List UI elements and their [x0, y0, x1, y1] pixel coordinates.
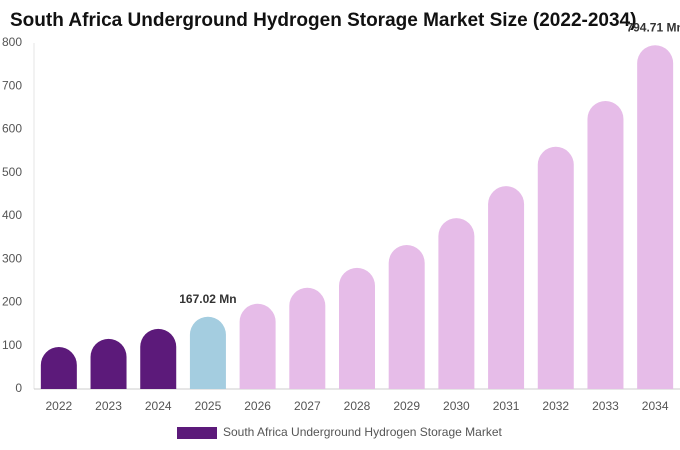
y-tick-label: 500 [2, 165, 22, 179]
bar [189, 316, 226, 389]
bar [289, 287, 326, 389]
legend-swatch [177, 427, 217, 439]
y-tick-label: 400 [2, 208, 22, 222]
y-tick-label: 300 [2, 251, 22, 265]
x-tick-label: 2029 [393, 399, 420, 413]
bar [40, 347, 77, 389]
bar [537, 146, 574, 389]
y-tick-label: 100 [2, 338, 22, 352]
bar [140, 328, 177, 389]
y-tick-label: 700 [2, 78, 22, 92]
data-label: 167.02 Mn [179, 292, 236, 306]
bar [388, 244, 425, 389]
x-tick-label: 2026 [244, 399, 271, 413]
bar [587, 100, 624, 389]
y-tick-label: 200 [2, 295, 22, 309]
bar [438, 218, 475, 389]
data-label: 794.71 Mn [626, 20, 680, 34]
y-tick-label: 800 [2, 35, 22, 49]
chart-title: South Africa Underground Hydrogen Storag… [10, 10, 636, 31]
legend-label: South Africa Underground Hydrogen Storag… [223, 425, 502, 439]
x-tick-label: 2022 [45, 399, 72, 413]
x-tick-label: 2034 [642, 399, 669, 413]
x-tick-label: 2027 [294, 399, 321, 413]
x-tick-label: 2024 [145, 399, 172, 413]
bar [637, 45, 674, 389]
bar [488, 186, 525, 389]
bar [239, 303, 276, 389]
x-tick-label: 2032 [542, 399, 569, 413]
x-tick-label: 2025 [195, 399, 222, 413]
x-tick-label: 2033 [592, 399, 619, 413]
bar [339, 267, 375, 389]
x-tick-label: 2023 [95, 399, 122, 413]
x-tick-label: 2031 [493, 399, 520, 413]
y-tick-label: 600 [2, 122, 22, 136]
x-tick-label: 2028 [344, 399, 371, 413]
y-tick-label: 0 [15, 381, 22, 395]
x-tick-label: 2030 [443, 399, 470, 413]
bar [90, 338, 127, 389]
